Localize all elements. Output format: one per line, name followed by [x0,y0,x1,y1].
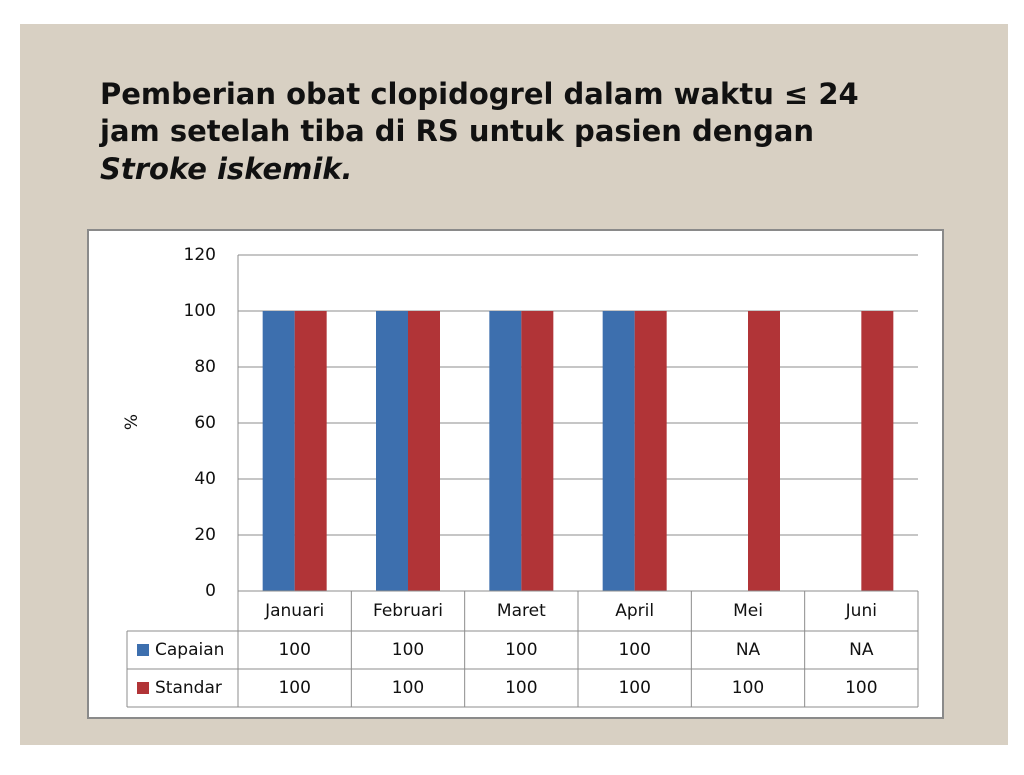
title-line: Pemberian obat clopidogrel dalam waktu ≤… [100,77,859,111]
data-label: 100 [278,640,310,660]
bar [489,311,522,591]
data-label: NA [736,640,761,660]
data-label: 100 [618,678,650,698]
y-tick-label: 100 [184,301,216,321]
data-label: 100 [278,678,310,698]
bar [748,311,780,591]
bar [376,311,408,591]
bar [602,311,635,591]
legend-label: Standar [155,678,222,698]
y-tick-label: 120 [184,245,216,265]
data-label: 100 [505,678,537,698]
legend-swatch [137,644,149,656]
data-label: 100 [845,678,877,698]
data-label: 100 [732,678,764,698]
bar [408,311,440,591]
y-tick-label: 60 [194,413,216,433]
title-line: jam setelah tiba di RS untuk pasien deng… [99,114,814,148]
data-label: 100 [618,640,650,660]
bar [294,311,327,591]
x-tick-label: Februari [373,601,443,621]
x-tick-label: Juni [845,601,877,621]
title-line: Stroke iskemik. [100,152,353,186]
legend-swatch [137,682,149,694]
bar [262,311,295,591]
bar [521,311,554,591]
y-tick-label: 40 [194,469,216,489]
data-label: 100 [392,678,424,698]
y-tick-label: 0 [205,581,216,601]
data-label: 100 [392,640,424,660]
data-label: 100 [505,640,537,660]
bar [634,311,667,591]
y-axis-label: % [122,414,142,430]
x-tick-label: Januari [264,601,324,621]
data-label: NA [849,640,874,660]
x-tick-label: Mei [733,601,763,621]
y-tick-label: 80 [194,357,216,377]
bar [861,311,894,591]
legend-label: Capaian [155,640,224,660]
y-tick-label: 20 [194,525,216,545]
x-tick-label: Maret [497,601,546,621]
x-tick-label: April [615,601,654,621]
